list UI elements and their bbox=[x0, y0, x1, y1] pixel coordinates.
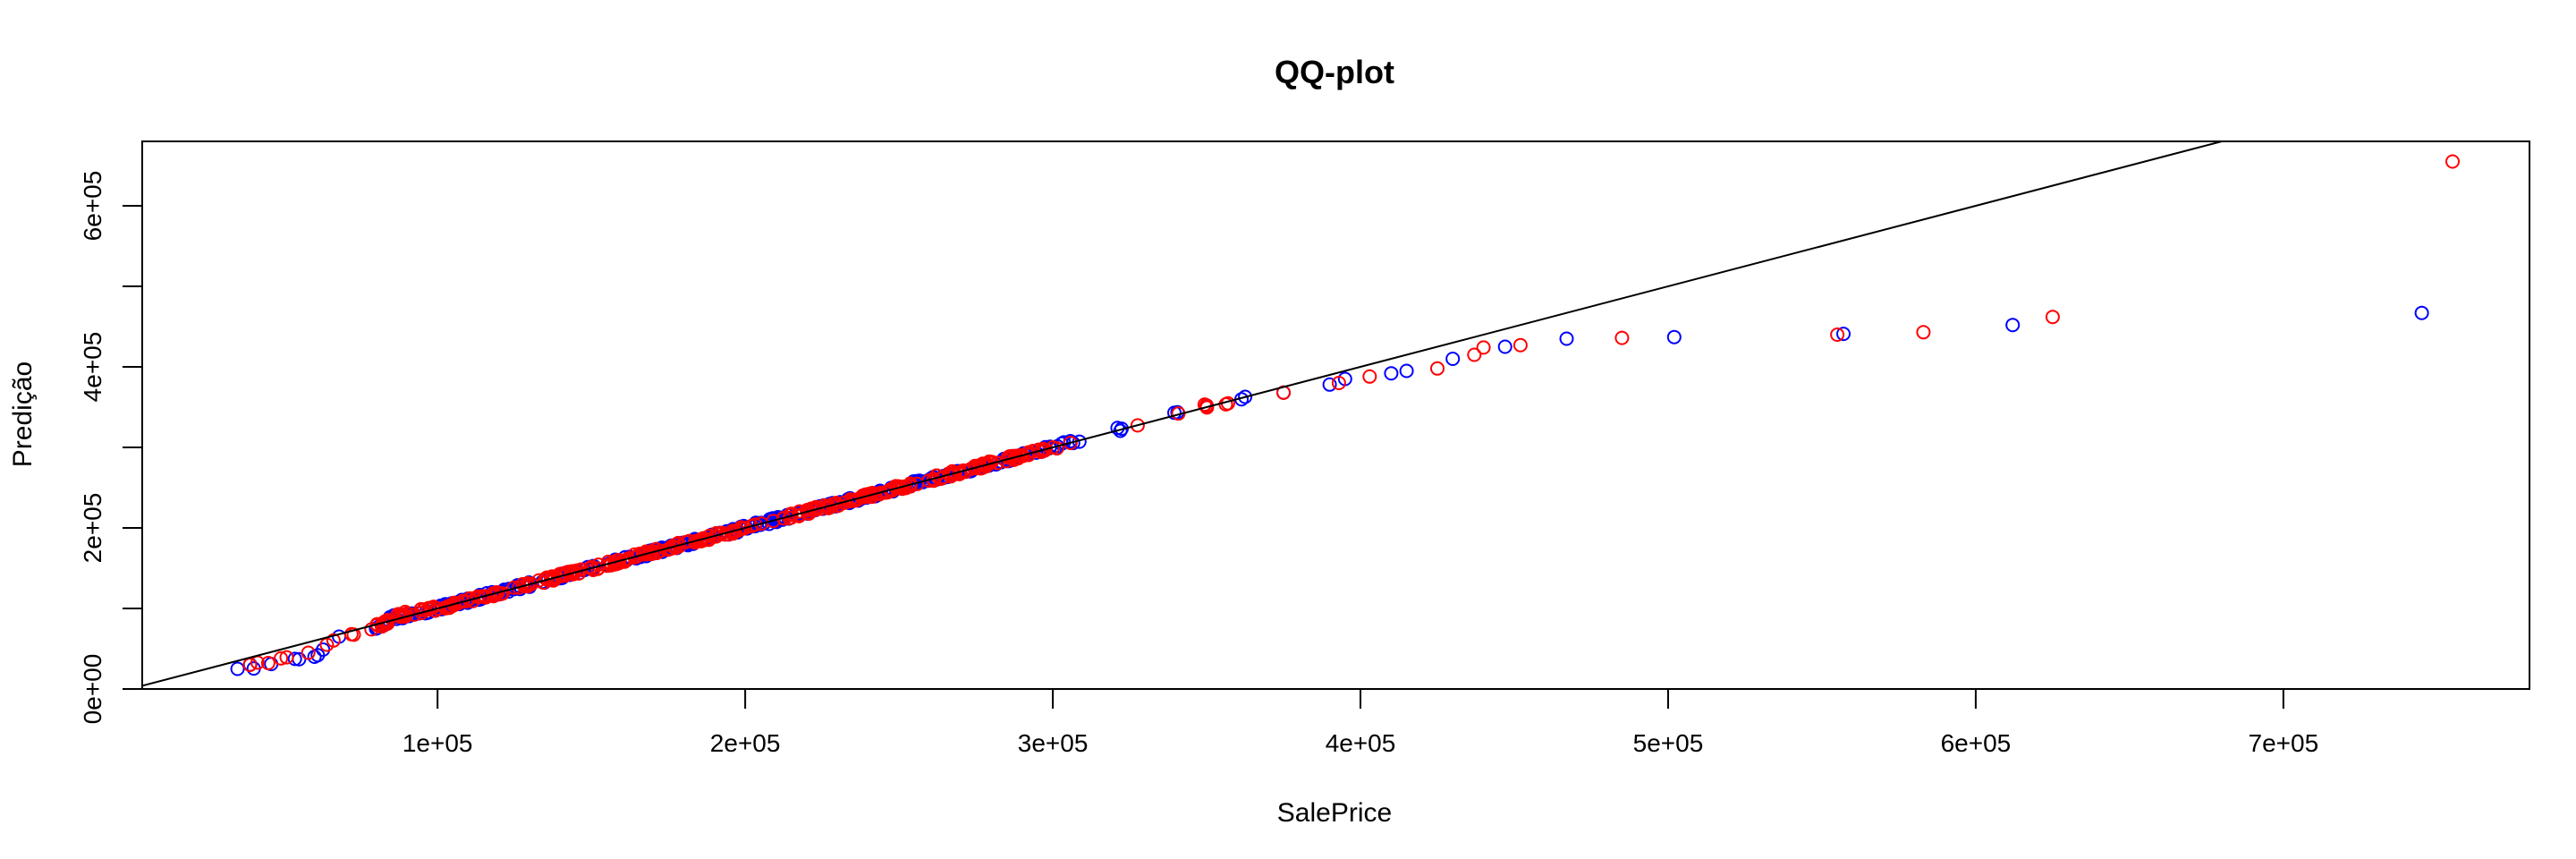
red-point bbox=[1331, 376, 1346, 390]
red-point bbox=[1430, 361, 1445, 376]
blue-point bbox=[1559, 331, 1574, 346]
red-point bbox=[512, 580, 527, 595]
y-axis-label: Predição bbox=[8, 361, 38, 467]
blue-point bbox=[2414, 305, 2429, 320]
red-point bbox=[953, 464, 968, 480]
blue-point bbox=[1836, 327, 1851, 342]
x-axis: 1e+05 2e+05 3e+05 4e+05 5e+05 6e+05 7e+05 bbox=[402, 688, 2319, 757]
red-point bbox=[748, 517, 763, 532]
y-axis: 0e+00 2e+05 4e+05 6e+05 bbox=[79, 171, 143, 725]
red-point bbox=[652, 543, 667, 558]
red-point bbox=[326, 633, 341, 648]
red-point bbox=[637, 547, 652, 562]
red-point bbox=[1830, 327, 1845, 342]
x-tick-label: 6e+05 bbox=[1941, 729, 2012, 757]
y-tick-label: 6e+05 bbox=[79, 171, 106, 242]
blue-point bbox=[310, 648, 326, 663]
red-point bbox=[809, 502, 823, 517]
red-point bbox=[458, 594, 473, 609]
red-point bbox=[474, 589, 489, 604]
red-point bbox=[1013, 449, 1029, 464]
blue-point bbox=[1399, 363, 1414, 378]
points-layer bbox=[230, 154, 2460, 676]
red-point bbox=[524, 576, 539, 591]
x-tick-label: 1e+05 bbox=[402, 729, 473, 757]
red-point bbox=[1513, 337, 1528, 353]
red-point bbox=[279, 650, 294, 665]
y-tick-label: 0e+00 bbox=[79, 654, 106, 725]
red-point bbox=[813, 501, 828, 516]
red-point bbox=[1130, 418, 1145, 433]
red-point bbox=[1614, 330, 1630, 345]
red-point bbox=[274, 651, 289, 666]
red-point bbox=[377, 615, 393, 630]
red-point bbox=[1197, 397, 1212, 412]
red-point bbox=[2445, 154, 2460, 169]
red-point bbox=[555, 568, 570, 583]
blue-point bbox=[1384, 366, 1399, 381]
red-point bbox=[242, 658, 258, 672]
red-point bbox=[1063, 436, 1078, 450]
red-point bbox=[364, 622, 379, 637]
red-point bbox=[926, 472, 941, 487]
red-point bbox=[301, 645, 316, 660]
y-tick-label: 4e+05 bbox=[79, 332, 106, 403]
red-point bbox=[1362, 369, 1377, 384]
red-point bbox=[260, 656, 275, 670]
blue-point bbox=[287, 651, 302, 667]
x-axis-label: SalePrice bbox=[1277, 798, 1392, 828]
x-tick-label: 7e+05 bbox=[2249, 729, 2319, 757]
blue-point bbox=[1322, 377, 1337, 392]
blue-point bbox=[1238, 389, 1253, 404]
red-point bbox=[735, 521, 750, 536]
reference-line bbox=[142, 141, 2226, 687]
x-tick-label: 2e+05 bbox=[710, 729, 781, 757]
red-point bbox=[1476, 340, 1491, 355]
red-point bbox=[490, 585, 505, 600]
blue-point bbox=[1666, 329, 1682, 344]
plot-frame bbox=[141, 140, 2530, 690]
red-point bbox=[1916, 325, 1931, 340]
red-point bbox=[896, 479, 911, 494]
blue-point bbox=[1114, 421, 1129, 437]
red-point bbox=[1467, 347, 1482, 362]
red-point bbox=[346, 627, 361, 642]
red-point bbox=[2045, 310, 2060, 325]
blue-point bbox=[230, 661, 245, 676]
red-point bbox=[766, 514, 781, 529]
red-point bbox=[826, 497, 842, 512]
chart-title: QQ-plot bbox=[1275, 54, 1394, 90]
blue-point bbox=[1445, 352, 1461, 366]
x-tick-label: 5e+05 bbox=[1633, 729, 1704, 757]
x-tick-label: 4e+05 bbox=[1326, 729, 1396, 757]
y-tick-label: 2e+05 bbox=[79, 493, 106, 564]
blue-point bbox=[2005, 318, 2021, 333]
x-tick-label: 3e+05 bbox=[1018, 729, 1089, 757]
blue-point bbox=[1497, 339, 1513, 354]
